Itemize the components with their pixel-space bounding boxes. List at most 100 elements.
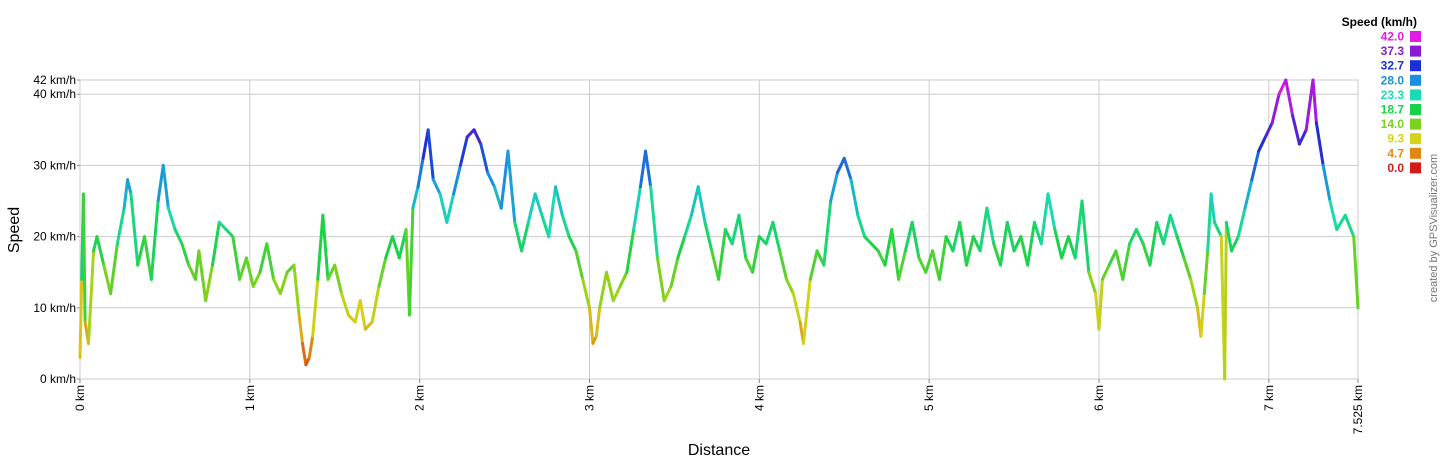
speed-segment	[416, 156, 425, 189]
speed-segment	[1199, 292, 1206, 338]
speed-segment	[1046, 192, 1057, 231]
speed-segment	[166, 206, 177, 231]
speed-segment	[1032, 220, 1043, 246]
y-tick-label: 40 km/h	[33, 87, 76, 101]
legend-entry-label: 42.0	[1381, 30, 1405, 44]
speed-segment	[785, 277, 795, 296]
speed-segment	[1066, 235, 1077, 260]
speed-segment	[897, 249, 907, 281]
speed-segment	[326, 263, 337, 281]
speed-segment	[1087, 270, 1098, 296]
speed-segment	[710, 249, 721, 281]
speed-segment	[625, 228, 636, 274]
speed-segment	[778, 249, 789, 281]
legend-entry-label: 4.7	[1387, 146, 1404, 160]
speed-segment	[1243, 178, 1254, 210]
speed-segment	[1311, 78, 1318, 125]
speed-segment	[129, 192, 140, 267]
speed-segment	[978, 206, 989, 253]
speed-segment	[1039, 192, 1050, 246]
speed-segment	[321, 213, 330, 281]
speed-segment	[910, 220, 921, 260]
legend-swatch	[1410, 74, 1421, 86]
speed-segment	[520, 220, 530, 253]
x-axis-title: Distance	[688, 442, 750, 459]
speed-segment	[632, 185, 642, 231]
speed-segment	[1053, 228, 1064, 260]
speed-segment	[1206, 192, 1213, 253]
speed-segment	[1060, 235, 1070, 260]
speed-segment	[1175, 235, 1186, 260]
speed-segment	[771, 220, 782, 253]
legend-swatch	[1410, 147, 1421, 159]
speed-segment	[173, 228, 184, 246]
speed-segment	[1128, 228, 1138, 246]
speed-segment	[931, 249, 941, 281]
speed-segment	[307, 334, 315, 360]
speed-segment	[689, 185, 700, 217]
speed-segment	[1080, 199, 1091, 274]
speed-segment	[1209, 192, 1216, 224]
speed-segment	[917, 256, 928, 274]
speed-segment	[300, 341, 308, 367]
speed-segment	[479, 142, 490, 175]
speed-segment	[1202, 249, 1210, 296]
speed-segment	[224, 228, 235, 239]
speed-segment	[723, 228, 734, 246]
legend-entry-label: 14.0	[1381, 117, 1405, 131]
speed-segment	[791, 292, 802, 324]
speed-segment	[730, 213, 741, 246]
speed-segment	[210, 220, 221, 267]
speed-segment	[272, 277, 282, 296]
speed-segment	[1223, 220, 1228, 381]
speed-segment	[1012, 235, 1023, 253]
speed-segment	[1291, 114, 1301, 146]
speed-segment	[567, 235, 578, 253]
legend-entry-label: 0.0	[1387, 161, 1404, 175]
speed-segment	[156, 163, 165, 203]
speed-segment	[340, 292, 350, 317]
speed-segment	[1352, 235, 1360, 310]
speed-segment	[611, 284, 622, 303]
speed-segment	[197, 249, 208, 303]
speed-segment	[737, 213, 748, 260]
speed-segment	[581, 277, 592, 310]
speed-segment	[231, 235, 242, 281]
legend-swatch	[1410, 89, 1421, 101]
x-tick-label: 5 km	[922, 385, 936, 411]
x-tick-label: 7 km	[1262, 385, 1276, 411]
speed-segment	[278, 270, 289, 296]
y-tick-label: 20 km/h	[33, 230, 76, 244]
speed-segment	[407, 206, 415, 317]
legend-title: Speed (km/h)	[1342, 15, 1417, 29]
speed-segment	[856, 213, 867, 239]
speed-segment	[560, 213, 571, 239]
speed-segment	[1284, 78, 1295, 118]
plot-area	[79, 79, 1359, 380]
x-tick-label: 0 km	[73, 385, 87, 411]
x-tick-label: 1 km	[243, 385, 257, 411]
speed-segment	[683, 213, 693, 239]
speed-segment	[1019, 235, 1030, 267]
speed-segment	[292, 263, 301, 317]
speed-segment	[411, 185, 420, 210]
speed-segment	[251, 270, 262, 288]
speed-segment	[1212, 220, 1223, 239]
legend-swatch	[1410, 118, 1421, 130]
speed-segment	[618, 270, 629, 288]
speed-segment	[924, 249, 935, 274]
speed-segment	[390, 235, 401, 260]
legend-entry-label: 18.7	[1381, 103, 1405, 117]
legend-swatch	[1410, 60, 1421, 72]
speed-segment	[1114, 249, 1125, 281]
speed-segment	[951, 220, 962, 253]
speed-segment	[598, 270, 608, 310]
speed-segment	[458, 135, 469, 167]
speed-segment	[102, 263, 113, 296]
speed-segment	[676, 235, 687, 260]
speed-segment	[588, 306, 595, 345]
speed-segment	[540, 213, 551, 239]
speed-segment	[649, 185, 659, 260]
speed-segment	[136, 235, 147, 267]
speed-segment	[696, 185, 707, 224]
